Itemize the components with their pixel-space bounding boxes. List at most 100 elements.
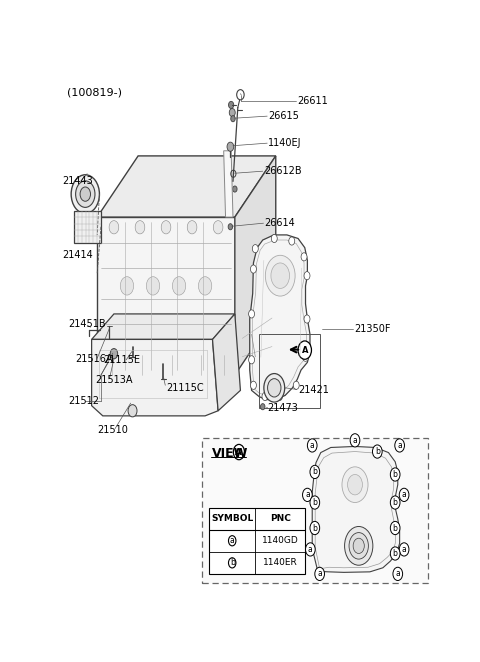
- Circle shape: [128, 404, 137, 417]
- Circle shape: [213, 220, 223, 234]
- Text: b: b: [393, 498, 397, 507]
- Polygon shape: [224, 151, 233, 217]
- Text: 21414: 21414: [62, 250, 93, 260]
- Circle shape: [315, 567, 324, 581]
- Polygon shape: [213, 314, 240, 410]
- Circle shape: [198, 277, 212, 295]
- Text: A: A: [301, 346, 308, 355]
- Circle shape: [227, 142, 234, 152]
- Text: 21443: 21443: [62, 176, 93, 187]
- Circle shape: [251, 381, 256, 389]
- Polygon shape: [250, 235, 310, 400]
- Text: 1140ER: 1140ER: [263, 558, 298, 567]
- Text: 21421: 21421: [298, 385, 329, 395]
- Polygon shape: [92, 314, 235, 340]
- Circle shape: [390, 468, 400, 481]
- Circle shape: [302, 489, 312, 502]
- Text: a: a: [402, 545, 407, 554]
- Circle shape: [229, 109, 235, 117]
- Circle shape: [305, 543, 315, 556]
- Text: a: a: [317, 569, 322, 579]
- Bar: [74, 211, 101, 242]
- Circle shape: [146, 277, 160, 295]
- Circle shape: [228, 536, 236, 546]
- Text: 26615: 26615: [268, 111, 299, 121]
- Text: 21512: 21512: [68, 396, 99, 406]
- Circle shape: [252, 244, 258, 253]
- Polygon shape: [312, 446, 400, 573]
- Text: b: b: [375, 447, 380, 456]
- Circle shape: [395, 439, 405, 452]
- Text: a: a: [308, 545, 313, 554]
- Circle shape: [76, 181, 95, 207]
- Bar: [203, 438, 428, 583]
- Text: 1140GD: 1140GD: [262, 536, 299, 545]
- Circle shape: [271, 234, 277, 242]
- Circle shape: [249, 310, 254, 318]
- Circle shape: [161, 220, 171, 234]
- Circle shape: [399, 489, 409, 502]
- Circle shape: [399, 543, 409, 556]
- Polygon shape: [235, 156, 276, 375]
- Circle shape: [231, 116, 235, 122]
- Circle shape: [350, 434, 360, 447]
- Circle shape: [271, 263, 289, 289]
- Polygon shape: [92, 340, 218, 416]
- Circle shape: [390, 547, 400, 560]
- Circle shape: [348, 475, 362, 495]
- Circle shape: [249, 355, 254, 364]
- Text: 21115C: 21115C: [166, 383, 204, 393]
- Text: 21115E: 21115E: [103, 355, 140, 365]
- Text: 21350F: 21350F: [354, 324, 390, 334]
- Circle shape: [264, 373, 285, 402]
- Text: 26614: 26614: [264, 218, 295, 228]
- Text: 21451B: 21451B: [68, 319, 106, 329]
- Text: SYMBOL: SYMBOL: [211, 514, 253, 523]
- Circle shape: [228, 101, 234, 109]
- Polygon shape: [97, 156, 276, 217]
- Text: a: a: [230, 536, 235, 545]
- Circle shape: [276, 393, 282, 401]
- Text: b: b: [393, 549, 397, 558]
- Circle shape: [233, 444, 244, 459]
- Circle shape: [80, 187, 91, 201]
- Bar: [209, 508, 305, 574]
- Circle shape: [342, 467, 368, 502]
- Circle shape: [135, 220, 145, 234]
- Circle shape: [298, 341, 312, 359]
- Circle shape: [228, 224, 233, 230]
- Text: 21510: 21510: [97, 425, 128, 435]
- Circle shape: [349, 533, 368, 559]
- Circle shape: [304, 271, 310, 280]
- Circle shape: [262, 393, 268, 401]
- Circle shape: [289, 237, 295, 245]
- Text: PNC: PNC: [270, 514, 290, 523]
- Circle shape: [310, 465, 320, 479]
- Circle shape: [393, 567, 403, 581]
- Text: a: a: [397, 441, 402, 450]
- Circle shape: [390, 496, 400, 509]
- Circle shape: [353, 538, 364, 553]
- Circle shape: [304, 315, 310, 323]
- Text: a: a: [310, 441, 314, 450]
- Text: b: b: [230, 558, 235, 567]
- Text: b: b: [393, 470, 397, 479]
- Text: A: A: [235, 448, 242, 457]
- Circle shape: [302, 353, 309, 361]
- Polygon shape: [97, 217, 235, 375]
- Text: 1140EJ: 1140EJ: [268, 138, 302, 148]
- Text: a: a: [396, 569, 400, 579]
- Circle shape: [345, 526, 373, 565]
- Text: b: b: [312, 524, 317, 532]
- Text: 21473: 21473: [267, 403, 299, 413]
- Circle shape: [120, 277, 133, 295]
- Circle shape: [228, 558, 236, 568]
- Polygon shape: [94, 375, 239, 385]
- Text: b: b: [312, 467, 317, 477]
- Text: 21516A: 21516A: [75, 354, 112, 364]
- Text: a: a: [305, 491, 310, 499]
- Circle shape: [109, 220, 119, 234]
- Text: 26612B: 26612B: [264, 166, 301, 176]
- Text: b: b: [393, 524, 397, 532]
- Text: VIEW: VIEW: [212, 447, 248, 460]
